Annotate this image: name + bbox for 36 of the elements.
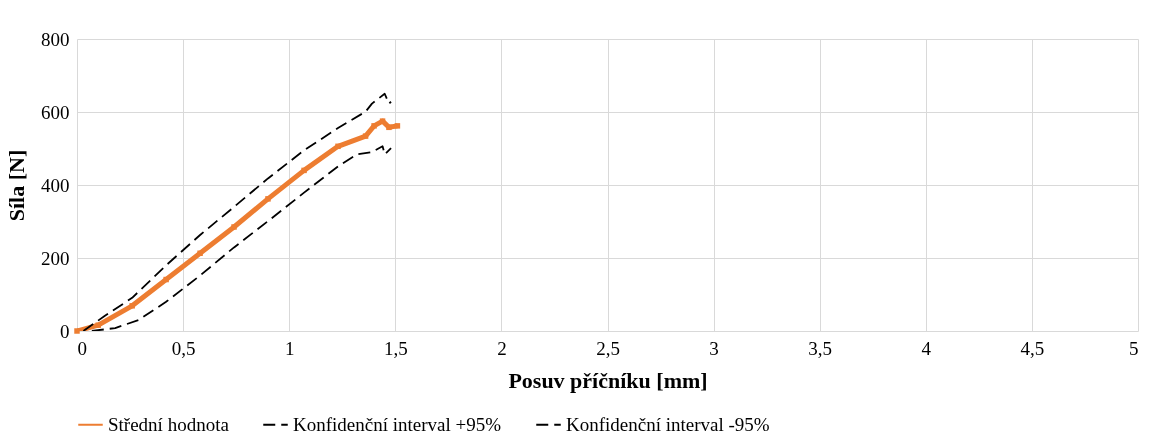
point <box>394 123 401 129</box>
point <box>74 328 80 334</box>
x-tick-label: 1,5 <box>383 337 408 359</box>
line-series <box>82 92 392 331</box>
x-tick-label: 0 <box>77 337 87 359</box>
x-tick-label: 2 <box>497 337 507 359</box>
line-series <box>90 145 392 331</box>
point <box>301 167 307 174</box>
x-tick-label: 4,5 <box>1020 337 1045 359</box>
point <box>129 303 135 309</box>
y-tick-label: 400 <box>41 174 70 196</box>
x-tick-label: 3,5 <box>808 337 833 359</box>
x-axis-title: Posuv příčníku [mm] <box>508 367 708 393</box>
legend-label: Střední hodnota <box>108 413 230 435</box>
point <box>163 276 169 283</box>
point <box>362 133 369 139</box>
x-tick-label: 1 <box>284 337 295 359</box>
x-tick-label: 5 <box>1129 337 1139 359</box>
point <box>371 123 377 129</box>
point <box>95 322 101 328</box>
y-tick-label: 600 <box>41 101 70 123</box>
point <box>335 143 341 150</box>
x-tick-label: 4 <box>921 337 932 359</box>
x-tick-label: 3 <box>709 337 719 359</box>
x-tick-label: 2,5 <box>596 337 620 359</box>
point <box>231 224 237 230</box>
y-tick-label: 0 <box>60 320 70 342</box>
legend-label: Konfidenční interval +95% <box>293 413 502 435</box>
y-tick-label: 200 <box>41 247 70 269</box>
y-tick-label: 800 <box>41 28 70 50</box>
x-tick-label: 0,5 <box>171 337 196 359</box>
y-axis-title: Síla [N] <box>4 149 29 222</box>
legend-label: Konfidenční interval -95% <box>566 413 770 435</box>
point <box>386 124 392 131</box>
point <box>265 196 271 202</box>
point <box>197 250 203 256</box>
